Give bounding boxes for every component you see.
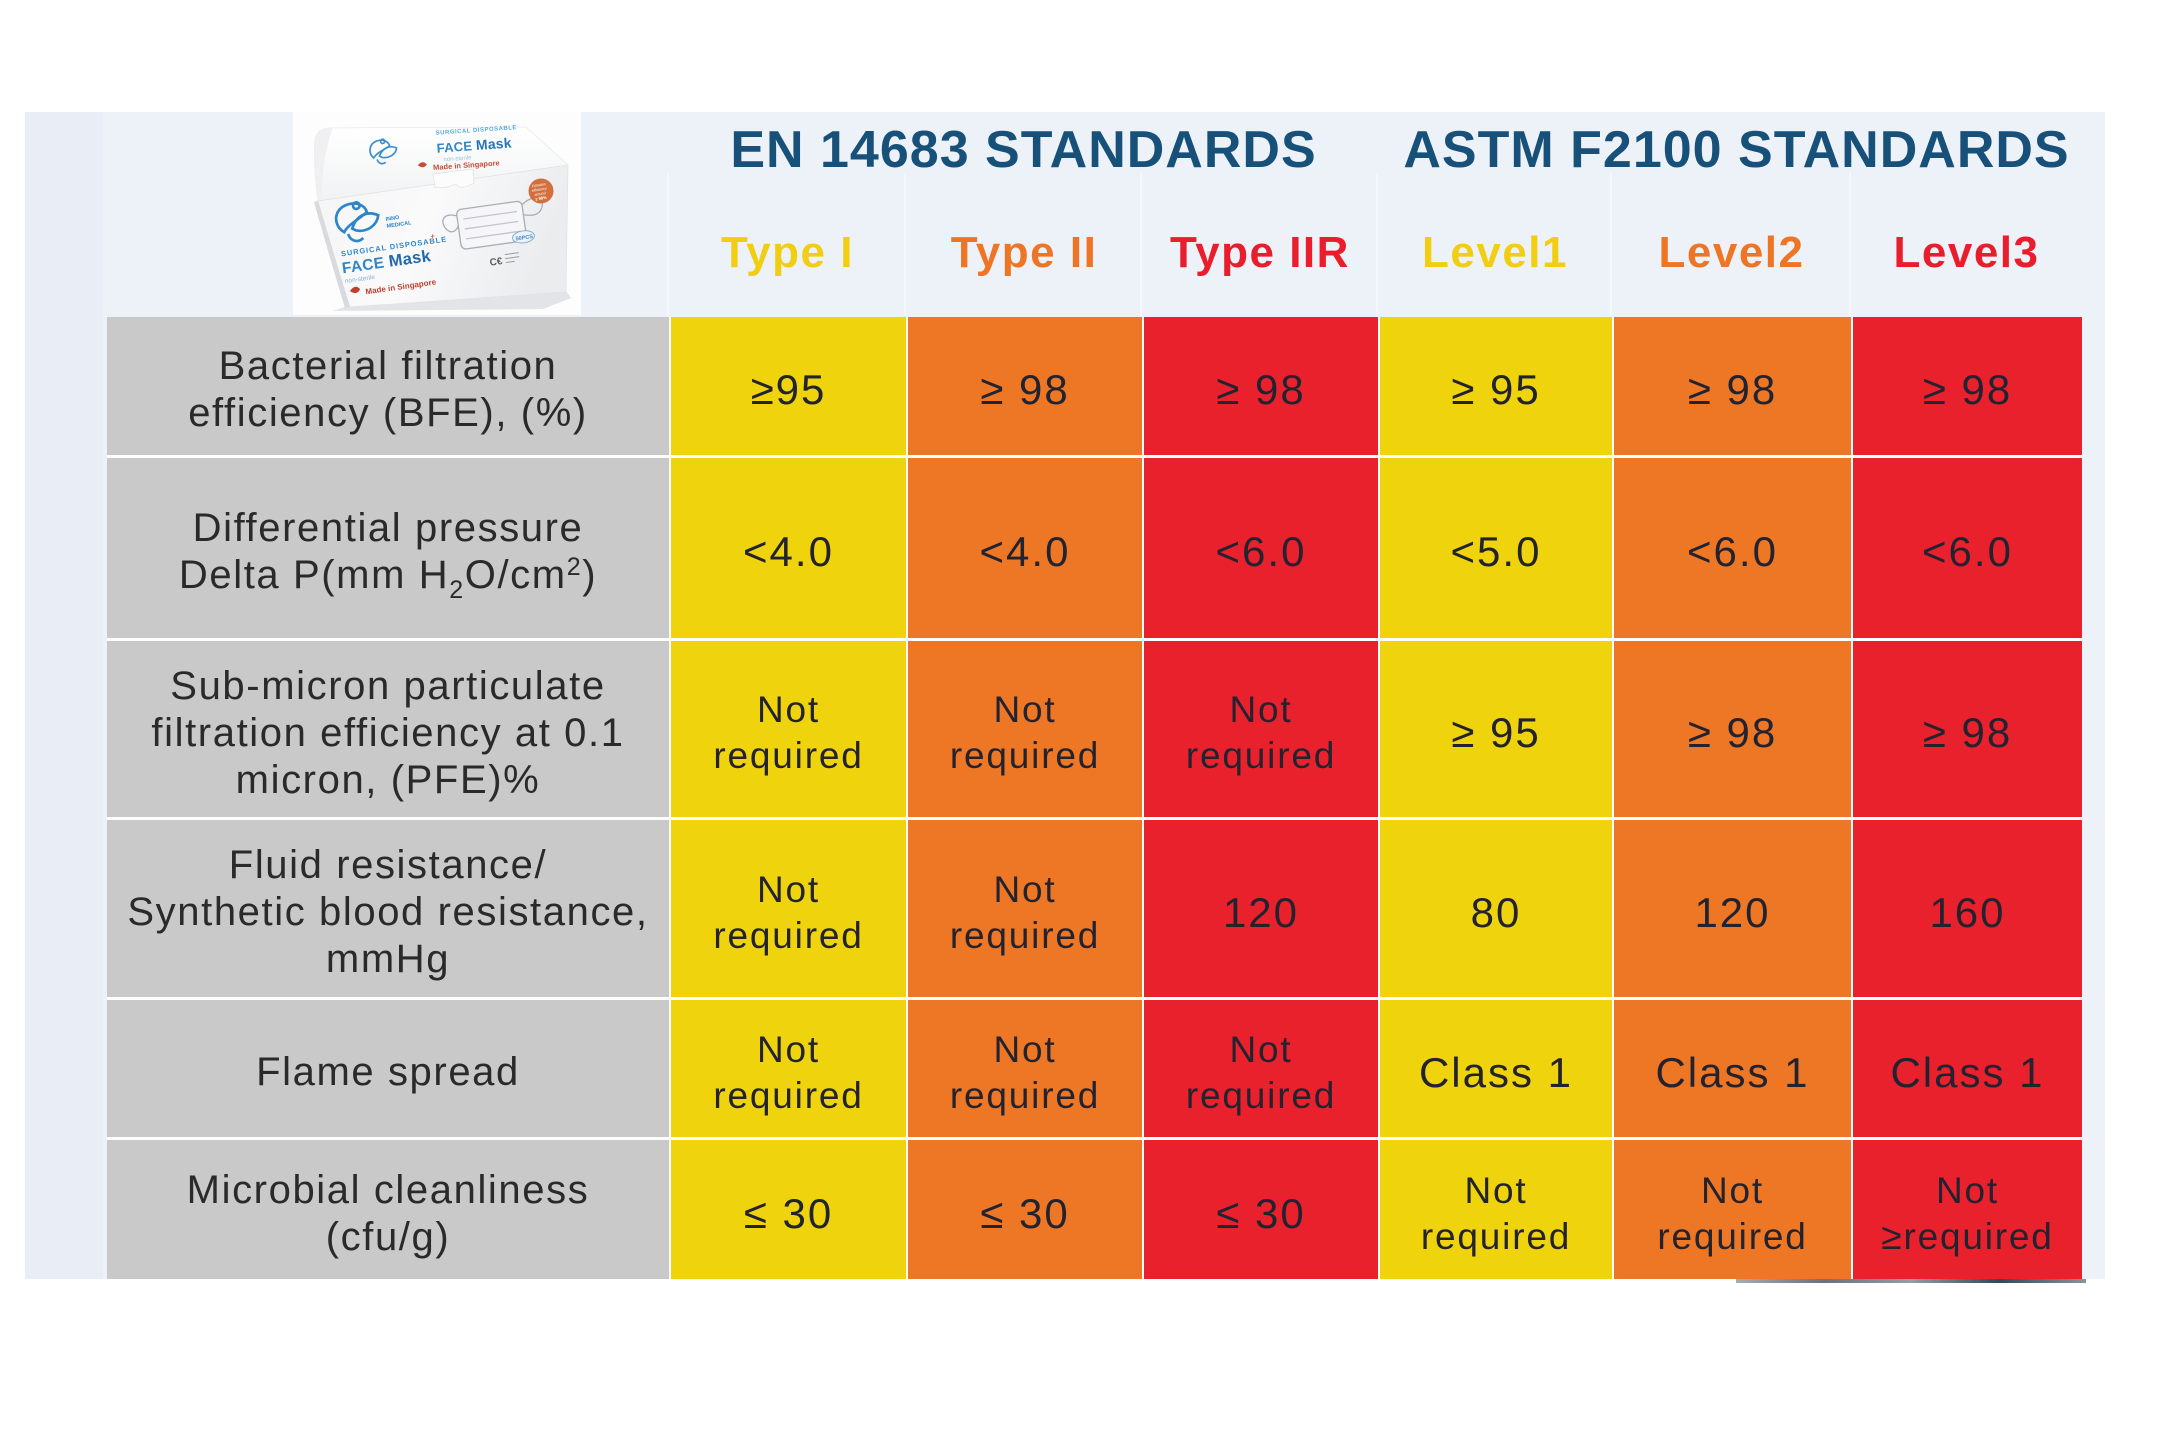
svg-text:Filtration: Filtration [532, 182, 546, 188]
svg-text:≥ 98%: ≥ 98% [535, 195, 547, 202]
svg-text:non-sterile: non-sterile [344, 274, 375, 285]
svg-text:non-sterile: non-sterile [443, 155, 472, 163]
svg-text:around: around [534, 191, 546, 197]
svg-text:MEDICAL: MEDICAL [386, 220, 412, 230]
svg-text:+: + [430, 233, 435, 241]
svg-text:SURGICAL DISPOSABLE: SURGICAL DISPOSABLE [436, 125, 518, 137]
svg-text:INNO: INNO [385, 215, 400, 223]
svg-text:efficiency: efficiency [532, 186, 548, 193]
svg-text:FACE Mask: FACE Mask [436, 135, 512, 156]
svg-text:50PCS: 50PCS [515, 234, 533, 242]
svg-text:C€: C€ [489, 256, 504, 269]
